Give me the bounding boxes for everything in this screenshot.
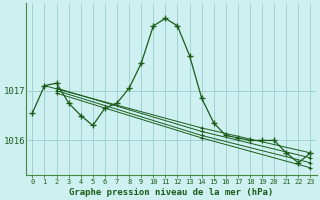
- X-axis label: Graphe pression niveau de la mer (hPa): Graphe pression niveau de la mer (hPa): [69, 188, 274, 197]
